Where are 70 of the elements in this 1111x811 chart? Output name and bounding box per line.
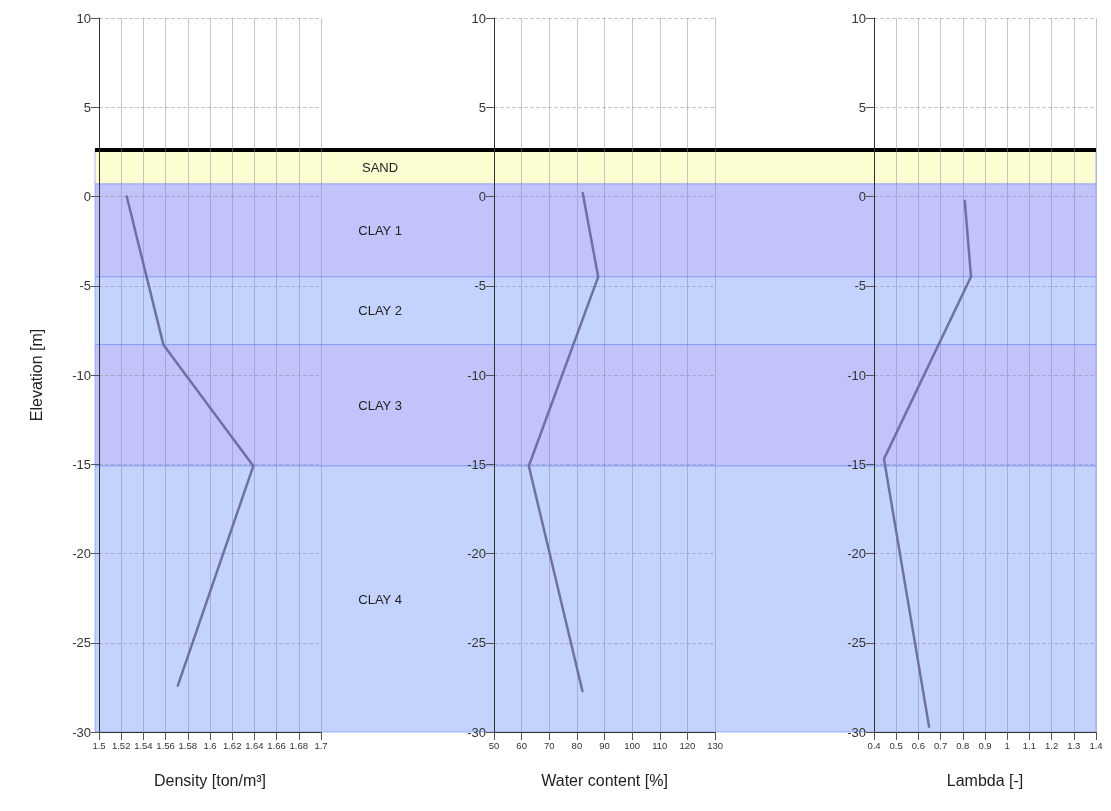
x-tick-label: 1.56 <box>156 739 175 751</box>
band-label: CLAY 2 <box>358 303 402 319</box>
band-label: SAND <box>362 159 399 175</box>
line-series <box>527 191 600 693</box>
y-tick-label: -15 <box>467 456 486 472</box>
band-label: CLAY 3 <box>358 397 402 413</box>
x-tick-label: 1 <box>1004 739 1010 751</box>
band-label: CLAY 4 <box>358 591 402 607</box>
line-series <box>125 195 255 687</box>
y-tick-label: 0 <box>83 189 91 204</box>
x-tick-label: 1.7 <box>314 739 328 751</box>
x-tick-label: 0.6 <box>911 739 926 751</box>
y-tick-label: 5 <box>478 99 486 115</box>
y-tick-label: -30 <box>72 724 91 740</box>
y-tick-label: -30 <box>467 724 486 740</box>
x-axis-title: Lambda [-] <box>946 771 1024 789</box>
y-tick-label: -10 <box>72 367 91 383</box>
y-tick-label: 5 <box>858 99 866 115</box>
y-tick-label: 5 <box>83 99 91 115</box>
y-tick-label: 10 <box>471 10 486 26</box>
x-tick-label: 1.62 <box>222 739 242 751</box>
line-series <box>882 199 973 728</box>
y-tick-label: -25 <box>467 635 486 651</box>
y-tick-label: -15 <box>847 456 866 472</box>
x-tick-label: 100 <box>624 739 641 751</box>
x-tick-label: 1.6 <box>203 739 217 751</box>
y-tick-label: -25 <box>847 635 866 651</box>
y-tick-label: -5 <box>854 278 866 294</box>
y-tick-label: -20 <box>847 546 866 561</box>
y-tick-label: 10 <box>851 10 866 26</box>
y-tick-label: 10 <box>76 10 91 26</box>
y-tick-label: -25 <box>72 635 91 651</box>
x-tick-label: 50 <box>488 739 500 751</box>
y-tick-label: -5 <box>79 278 91 294</box>
x-tick-label: 130 <box>707 739 723 751</box>
x-tick-label: 1.1 <box>1022 739 1037 751</box>
x-tick-label: 0.4 <box>867 739 881 751</box>
x-tick-label: 0.9 <box>978 739 992 751</box>
y-tick-label: -5 <box>474 278 486 294</box>
x-tick-label: 70 <box>543 739 555 751</box>
x-tick-label: 1.4 <box>1089 739 1103 751</box>
y-axis-title: Elevation [m] <box>27 328 45 422</box>
y-tick-label: -10 <box>467 367 486 383</box>
y-tick-label: -20 <box>467 546 486 561</box>
y-tick-label: -15 <box>72 456 91 472</box>
x-tick-label: 80 <box>571 739 583 751</box>
x-tick-label: 1.64 <box>245 739 264 751</box>
x-axis-title: Water content [%] <box>541 771 668 789</box>
x-tick-label: 60 <box>516 739 527 751</box>
y-tick-label: 0 <box>478 189 486 204</box>
x-tick-label: 1.68 <box>289 739 309 751</box>
x-tick-label: 0.7 <box>933 739 948 751</box>
x-tick-label: 1.54 <box>134 739 153 751</box>
x-tick-label: 1.58 <box>178 739 198 751</box>
x-tick-label: 1.66 <box>267 739 286 751</box>
y-tick-label: -30 <box>847 724 866 740</box>
y-tick-label: 0 <box>858 189 866 204</box>
x-tick-label: 1.5 <box>92 739 106 751</box>
x-tick-label: 1.52 <box>111 739 131 751</box>
x-tick-label: 0.8 <box>956 739 970 751</box>
x-tick-label: 110 <box>652 739 668 751</box>
x-tick-label: 120 <box>679 739 696 751</box>
x-tick-label: 1.2 <box>1044 739 1059 751</box>
x-tick-label: 1.3 <box>1067 739 1081 751</box>
y-tick-label: -10 <box>847 367 866 383</box>
y-tick-label: -20 <box>72 546 91 561</box>
x-axis-title: Density [ton/m³] <box>153 771 267 789</box>
x-tick-label: 0.5 <box>889 739 903 751</box>
band-label: CLAY 1 <box>358 222 402 238</box>
x-tick-label: 90 <box>599 739 610 751</box>
